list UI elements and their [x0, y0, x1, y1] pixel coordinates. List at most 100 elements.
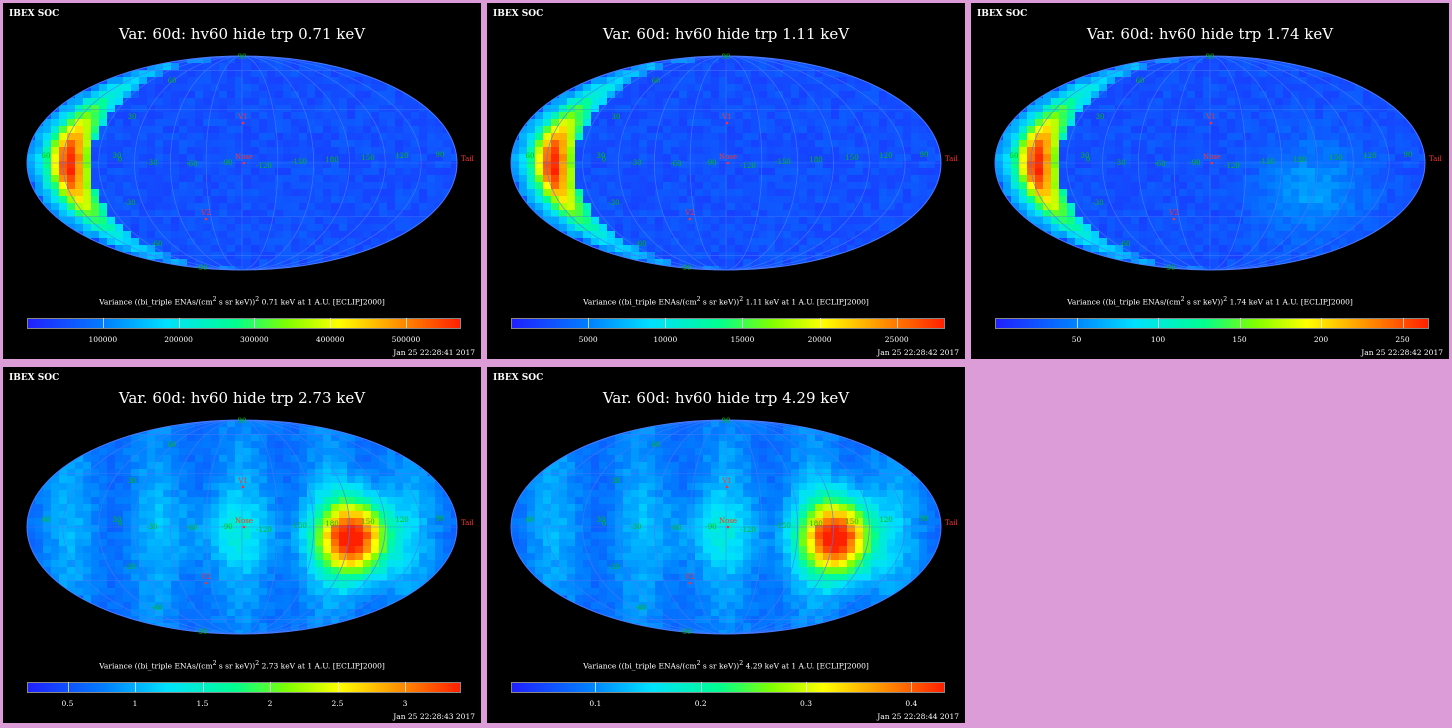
pixel-cell — [1003, 175, 1012, 183]
pixel-cell — [347, 77, 356, 85]
pixel-cell — [1107, 77, 1116, 85]
pixel-cell — [1035, 98, 1044, 106]
pixel-cell — [315, 490, 324, 498]
pixel-cell — [911, 133, 920, 141]
pixel-cell — [267, 189, 276, 197]
pixel-cell — [251, 420, 260, 428]
pixel-cell — [299, 511, 308, 519]
pixel-cell — [211, 476, 220, 484]
pixel-cell — [1083, 133, 1092, 141]
pixel-cell — [1259, 203, 1268, 211]
pixel-cell — [235, 511, 244, 519]
pixel-cell — [1163, 119, 1172, 127]
pixel-cell — [775, 77, 784, 85]
pixel-cell — [155, 105, 164, 113]
pixel-cell — [211, 469, 220, 477]
pixel-cell — [623, 119, 632, 127]
pixel-cell — [1315, 147, 1324, 155]
pixel-cell — [655, 133, 664, 141]
pixel-cell — [559, 147, 568, 155]
pixel-cell — [599, 203, 608, 211]
pixel-cell — [1067, 182, 1076, 190]
pixel-cell — [291, 511, 300, 519]
pixel-cell — [743, 154, 752, 162]
pixel-cell — [855, 189, 864, 197]
pixel-cell — [99, 511, 108, 519]
pixel-cell — [1299, 168, 1308, 176]
pixel-cell — [99, 140, 108, 148]
pixel-cell — [1139, 147, 1148, 155]
pixel-cell — [307, 434, 316, 442]
pixel-cell — [163, 133, 172, 141]
pixel-cell — [591, 161, 600, 169]
pixel-cell — [1267, 189, 1276, 197]
pixel-cell — [935, 147, 941, 155]
pixel-cell — [155, 112, 164, 120]
pixel-cell — [1203, 217, 1212, 225]
pixel-cell — [1243, 196, 1252, 204]
pixel-cell — [1235, 196, 1244, 204]
pixel-cell — [791, 70, 800, 78]
pixel-cell — [1235, 140, 1244, 148]
pixel-cell — [807, 168, 816, 176]
colorbar-tick-mark — [254, 318, 256, 328]
pixel-cell — [155, 532, 164, 540]
pixel-cell — [1059, 154, 1068, 162]
pixel-cell — [535, 105, 544, 113]
pixel-cell — [59, 210, 68, 218]
pixel-cell — [1299, 182, 1308, 190]
pixel-cell — [107, 497, 116, 505]
pixel-cell — [695, 98, 704, 106]
pixel-cell — [347, 490, 356, 498]
pixel-cell — [59, 504, 68, 512]
pixel-cell — [855, 133, 864, 141]
pixel-cell — [647, 133, 656, 141]
pixel-cell — [711, 133, 720, 141]
pixel-cell — [1275, 147, 1284, 155]
pixel-cell — [147, 427, 156, 435]
pixel-cell — [799, 140, 808, 148]
pixel-cell — [1091, 140, 1100, 148]
pixel-cell — [735, 203, 744, 211]
pixel-cell — [831, 245, 840, 253]
pixel-cell — [711, 203, 720, 211]
pixel-cell — [1251, 98, 1260, 106]
pixel-cell — [155, 133, 164, 141]
pixel-cell — [1363, 140, 1372, 148]
pixel-cell — [863, 224, 872, 232]
pixel-cell — [363, 476, 372, 484]
pixel-cell — [163, 105, 172, 113]
pixel-cell — [131, 434, 140, 442]
pixel-cell — [187, 175, 196, 183]
pixel-cell — [427, 511, 436, 519]
pixel-cell — [919, 119, 928, 127]
pixel-cell — [115, 525, 124, 533]
pixel-cell — [155, 203, 164, 211]
pixel-cell — [567, 231, 576, 239]
pixel-cell — [1091, 112, 1100, 120]
pixel-cell — [243, 504, 252, 512]
pixel-cell — [99, 532, 108, 540]
pixel-cell — [1131, 217, 1140, 225]
pixel-cell — [623, 203, 632, 211]
pixel-cell — [863, 245, 872, 253]
pixel-cell — [1211, 91, 1220, 99]
pixel-cell — [235, 525, 244, 533]
pixel-cell — [1043, 182, 1052, 190]
pixel-cell — [743, 56, 752, 64]
pixel-cell — [267, 448, 276, 456]
pixel-cell — [107, 98, 116, 106]
pixel-cell — [1075, 217, 1084, 225]
pixel-cell — [395, 175, 404, 183]
pixel-cell — [1195, 133, 1204, 141]
pixel-cell — [251, 105, 260, 113]
pixel-cell — [695, 245, 704, 253]
pixel-cell — [323, 217, 332, 225]
pixel-cell — [767, 112, 776, 120]
pixel-cell — [663, 119, 672, 127]
pixel-cell — [1323, 161, 1332, 169]
pixel-cell — [1123, 63, 1132, 71]
pixel-cell — [195, 420, 204, 428]
pixel-cell — [1227, 119, 1236, 127]
pixel-cell — [671, 259, 680, 267]
